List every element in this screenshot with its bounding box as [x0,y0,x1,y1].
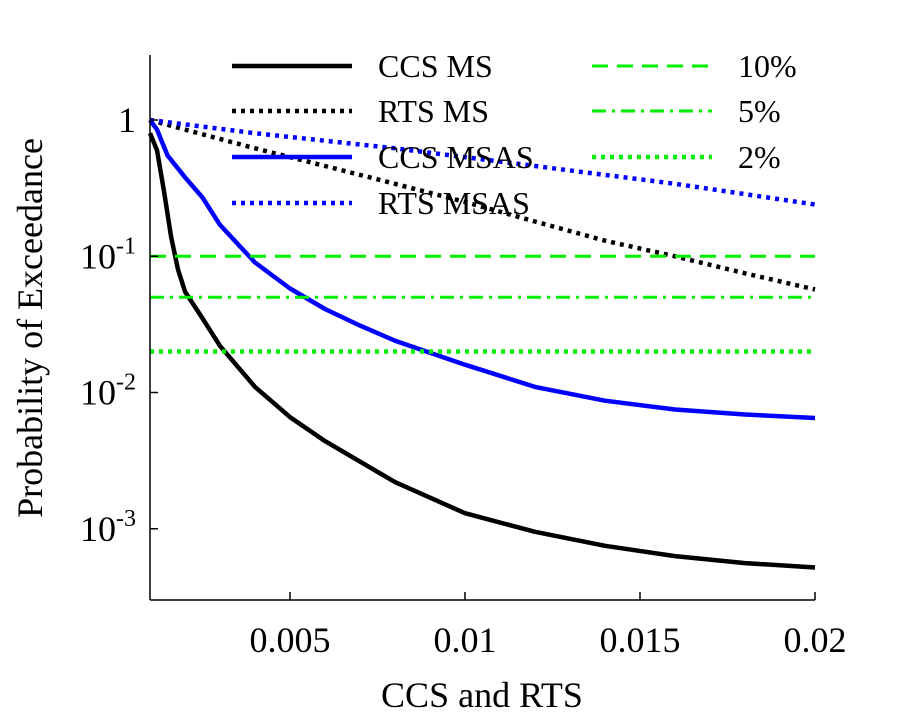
plot-area [147,117,816,570]
legend-label-rts-ms: RTS MS [378,93,489,129]
y-tick-exponent: -3 [116,506,136,532]
y-axis-title: Probability of Exceedance [10,138,50,518]
legend-label-rts-msas: RTS MSAS [378,185,530,221]
legend-label-5pct: 5% [738,93,781,129]
x-axis-title: CCS and RTS [381,675,583,715]
y-tick-label: 10-3 [80,506,136,549]
x-tick-label: 0.005 [250,620,331,660]
y-tick-base: 1 [118,100,136,140]
y-tick-base: 10 [80,373,116,413]
y-tick-exponent: -2 [116,370,136,396]
series-line-ccs-ms [147,132,816,570]
y-tick-label: 1 [118,100,136,140]
y-tick-base: 10 [80,236,116,276]
legend: CCS MS RTS MS CCS MSAS RTS MSAS 10% 5% 2% [232,48,797,221]
x-tick-label: 0.015 [600,620,681,660]
legend-label-10pct: 10% [738,48,797,84]
axes [149,55,815,601]
series-line-ccs-msas [148,118,816,421]
y-tick-label: 10-2 [80,370,136,413]
y-tick-base: 10 [80,509,116,549]
y-ticks: 110-110-210-3 [80,100,158,549]
legend-label-ccs-msas: CCS MSAS [378,139,534,175]
legend-label-ccs-ms: CCS MS [378,48,493,84]
series-line-rts-ms [149,117,816,292]
x-tick-label: 0.02 [784,620,847,660]
y-tick-label: 10-1 [80,233,136,276]
x-tick-label: 0.01 [434,620,497,660]
y-tick-exponent: -1 [116,233,136,259]
x-ticks: 0.005 0.01 0.015 0.02 [250,592,847,660]
series-line-rts-msas [149,117,816,207]
legend-label-2pct: 2% [738,139,781,175]
